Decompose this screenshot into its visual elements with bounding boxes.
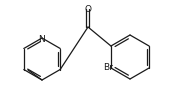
Text: Br: Br bbox=[103, 63, 113, 72]
Text: O: O bbox=[85, 5, 92, 14]
Text: N: N bbox=[39, 34, 45, 43]
